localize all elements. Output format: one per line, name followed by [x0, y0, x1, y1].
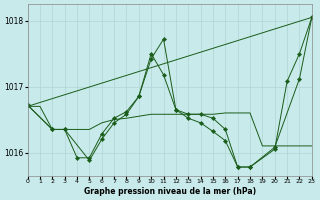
X-axis label: Graphe pression niveau de la mer (hPa): Graphe pression niveau de la mer (hPa) [84, 187, 256, 196]
